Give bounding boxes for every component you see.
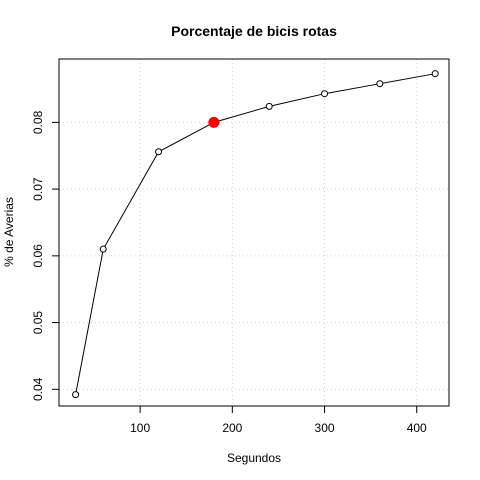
data-point	[376, 80, 384, 88]
y-tick-label: 0.05	[31, 311, 45, 335]
y-tick-label: 0.07	[31, 177, 45, 201]
grid	[59, 59, 449, 406]
data-point	[155, 148, 163, 156]
x-tick-label: 200	[222, 421, 242, 435]
data-point	[99, 245, 107, 253]
data-point	[72, 391, 80, 399]
highlight-point	[208, 116, 220, 128]
data-point	[431, 70, 439, 78]
series-line	[75, 73, 436, 395]
y-axis-label: % de Averias	[2, 197, 16, 267]
data-point	[265, 102, 273, 110]
highlight-layer	[208, 116, 220, 128]
y-axis: 0.04 0.05 0.06 0.07 0.08	[31, 110, 60, 401]
x-tick-label: 400	[407, 421, 427, 435]
chart-title: Porcentaje de bicis rotas	[171, 23, 337, 39]
y-tick-label: 0.04	[31, 377, 45, 401]
x-tick-label: 300	[315, 421, 335, 435]
data-point	[321, 90, 329, 98]
y-tick-label: 0.08	[31, 110, 45, 134]
x-axis-label: Segundos	[227, 451, 281, 465]
x-axis: 100 200 300 400	[130, 405, 427, 435]
series-polyline	[75, 73, 436, 395]
x-tick-label: 100	[130, 421, 150, 435]
y-tick-label: 0.06	[31, 244, 45, 268]
